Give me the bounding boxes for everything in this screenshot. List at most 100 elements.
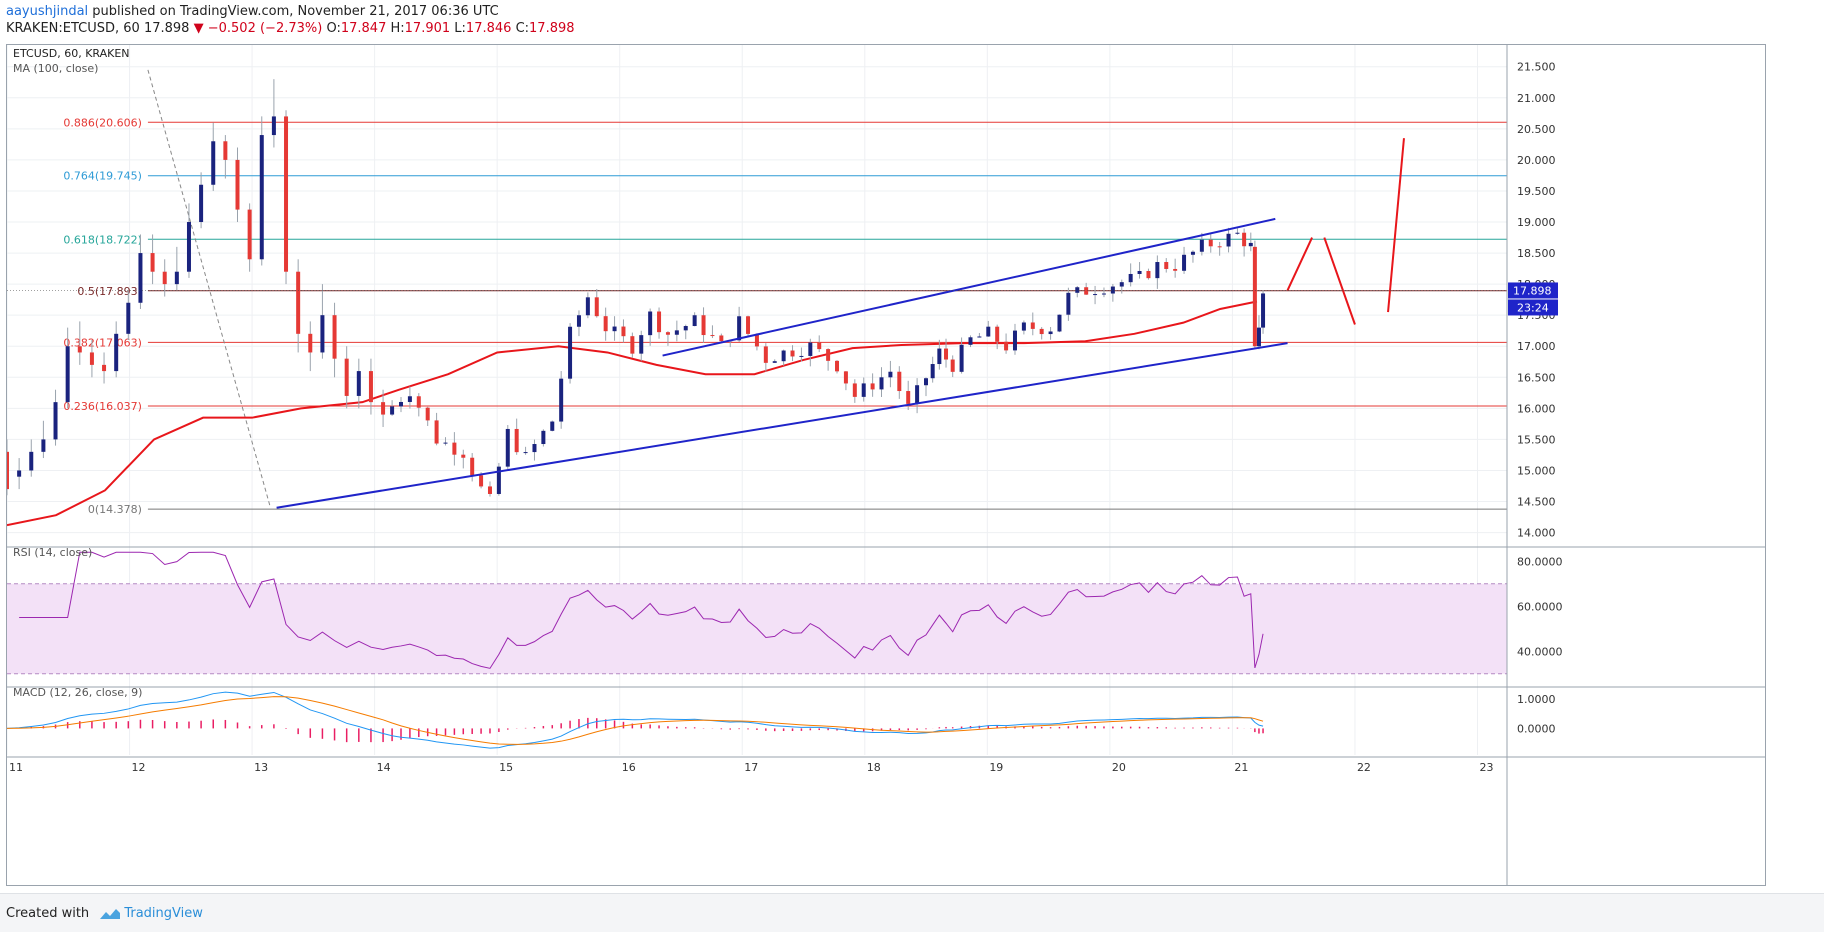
candle-body (1217, 246, 1222, 248)
chart-canvas[interactable]: 0.886(20.606) 0.764(19.745) 0.618(18.722) 0… (5, 45, 1765, 885)
candle-body (1252, 246, 1257, 347)
time-tick-label: 15 (499, 761, 513, 774)
price-change: ▼ −0.502 (−2.73%) (193, 21, 323, 36)
price-tick-label: 21.000 (1517, 92, 1556, 105)
candle-body (1199, 239, 1204, 252)
projection-line (1387, 138, 1405, 313)
fib-level-label: 0.886(20.606) (63, 116, 142, 129)
rsi-line (19, 551, 1264, 669)
tradingview-link[interactable]: TradingView (124, 906, 203, 921)
candlesticks (5, 79, 1266, 497)
chart-frame[interactable]: 0.886(20.606) 0.764(19.745) 0.618(18.722) 0… (5, 44, 1766, 886)
projection-line (1323, 237, 1356, 325)
pane-labels: ETCUSD, 60, KRAKEN MA (100, close) RSI (… (13, 47, 142, 699)
candle-body (247, 209, 252, 260)
fib-level-label: 0(14.378) (88, 503, 142, 516)
candle-body (1226, 233, 1231, 247)
candle-body (1248, 242, 1253, 247)
candle-body (425, 407, 430, 421)
candle-body (1164, 262, 1169, 269)
candle-body (986, 326, 991, 337)
candle-body (5, 451, 9, 490)
fib-level-label: 0.236(16.037) (63, 400, 142, 413)
candle-body (710, 335, 715, 337)
ma-100-polyline (6, 300, 1258, 527)
candle-body (1093, 294, 1098, 296)
candle-body (888, 371, 893, 378)
candle-body (648, 311, 653, 336)
candle-body (968, 337, 973, 345)
candle-body (977, 336, 982, 338)
candle-body (843, 371, 848, 384)
last-price-tag (1508, 282, 1558, 299)
candle-body (1137, 270, 1142, 274)
fib-level-label: 0.764(19.745) (63, 170, 142, 183)
candle-body (41, 439, 46, 452)
price-tick-label: 20.500 (1517, 123, 1556, 136)
candle-body (77, 346, 82, 353)
macd-label: MACD (12, 26, close, 9) (13, 686, 142, 699)
candle-body (1128, 273, 1133, 283)
candle-body (381, 402, 386, 415)
candle-body (1101, 293, 1106, 295)
candle-body (944, 348, 949, 360)
price-tick-label: 16.000 (1517, 402, 1556, 415)
candle-body (1256, 327, 1261, 347)
price-tick-label: 19.000 (1517, 216, 1556, 229)
candle-body (541, 430, 546, 445)
candle-body (532, 444, 537, 453)
candle-body (817, 342, 822, 350)
rsi-pane (7, 551, 1507, 675)
candle-body (995, 326, 1000, 342)
footer: Created with TradingView (0, 893, 1824, 932)
candle-body (790, 350, 795, 357)
candle-body (199, 184, 204, 223)
time-tick-label: 21 (1234, 761, 1248, 774)
high-label: H: (390, 21, 405, 36)
last-price-tag-text: 17.898 (1513, 284, 1552, 297)
close-value: 17.898 (529, 21, 575, 36)
candle-body (950, 359, 955, 372)
candle-body (332, 315, 337, 359)
candle-body (1119, 282, 1124, 287)
candle-body (390, 406, 395, 415)
candle-body (639, 335, 644, 354)
time-tick-label: 14 (377, 761, 391, 774)
channel-trend-line (276, 342, 1288, 509)
candle-body (737, 316, 742, 341)
symbol-label: KRAKEN:ETCUSD, 60 (6, 21, 140, 36)
open-label: O: (326, 21, 341, 36)
time-tick-label: 12 (132, 761, 146, 774)
candle-body (271, 116, 276, 136)
time-tick-label: 18 (867, 761, 881, 774)
candle-body (701, 315, 706, 336)
candle-body (612, 326, 617, 332)
candle-body (861, 383, 866, 397)
candle-body (443, 442, 448, 444)
time-tick-label: 19 (989, 761, 1003, 774)
author-link[interactable]: aayushjindal (6, 4, 89, 19)
candle-body (1004, 341, 1009, 351)
price-tick-label: 21.500 (1517, 61, 1556, 74)
countdown-tag-text: 23:24 (1517, 301, 1549, 314)
price-tick-label: 15.500 (1517, 433, 1556, 446)
candle-body (138, 253, 143, 303)
candle-body (223, 141, 228, 160)
tradingview-logo-icon (100, 908, 121, 919)
high-value: 17.901 (404, 21, 451, 36)
price-tick-label: 19.500 (1517, 185, 1556, 198)
candle-body (452, 442, 457, 455)
candle-body (1146, 270, 1151, 279)
candle-body (1261, 293, 1266, 328)
candle-body (65, 346, 70, 403)
candle-body (53, 402, 58, 440)
candle-body (259, 135, 264, 260)
candle-body (746, 316, 751, 334)
axes: 21.500 21.000 20.500 20.000 19.500 19.000 18.5… (7, 45, 1765, 885)
price-tick-label: 15.000 (1517, 464, 1556, 477)
candle-body (870, 383, 875, 390)
candle-body (174, 271, 179, 285)
price-tick-label: 14.000 (1517, 527, 1556, 540)
candle-body (434, 420, 439, 444)
candle-body (1030, 322, 1035, 329)
